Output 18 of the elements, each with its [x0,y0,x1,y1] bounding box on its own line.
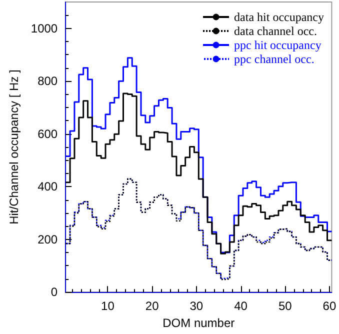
x-tick-label: 40 [234,299,248,314]
legend-label: ppc channel occ. [234,52,314,66]
x-tick-label: 60 [322,299,336,314]
y-tick-label: 400 [38,180,58,194]
x-axis-title: DOM number [162,316,235,330]
x-tick-label: 50 [278,299,292,314]
x-tick-label: 30 [190,299,204,314]
y-tick-label: 200 [38,232,58,246]
y-tick-label: 800 [38,74,58,88]
x-tick-label: 10 [101,299,115,314]
x-tick-label: 20 [145,299,160,314]
y-axis-title: Hit/Channel occupancy [ Hz ] [7,70,21,224]
legend-label: ppc hit occupancy [234,38,322,52]
y-tick-label: 600 [38,126,58,141]
legend-label: data hit occupancy [234,10,324,24]
legend-label: data channel occ. [234,24,317,38]
y-tick-label: 1000 [30,21,58,36]
y-tick-label: 0 [50,285,58,300]
